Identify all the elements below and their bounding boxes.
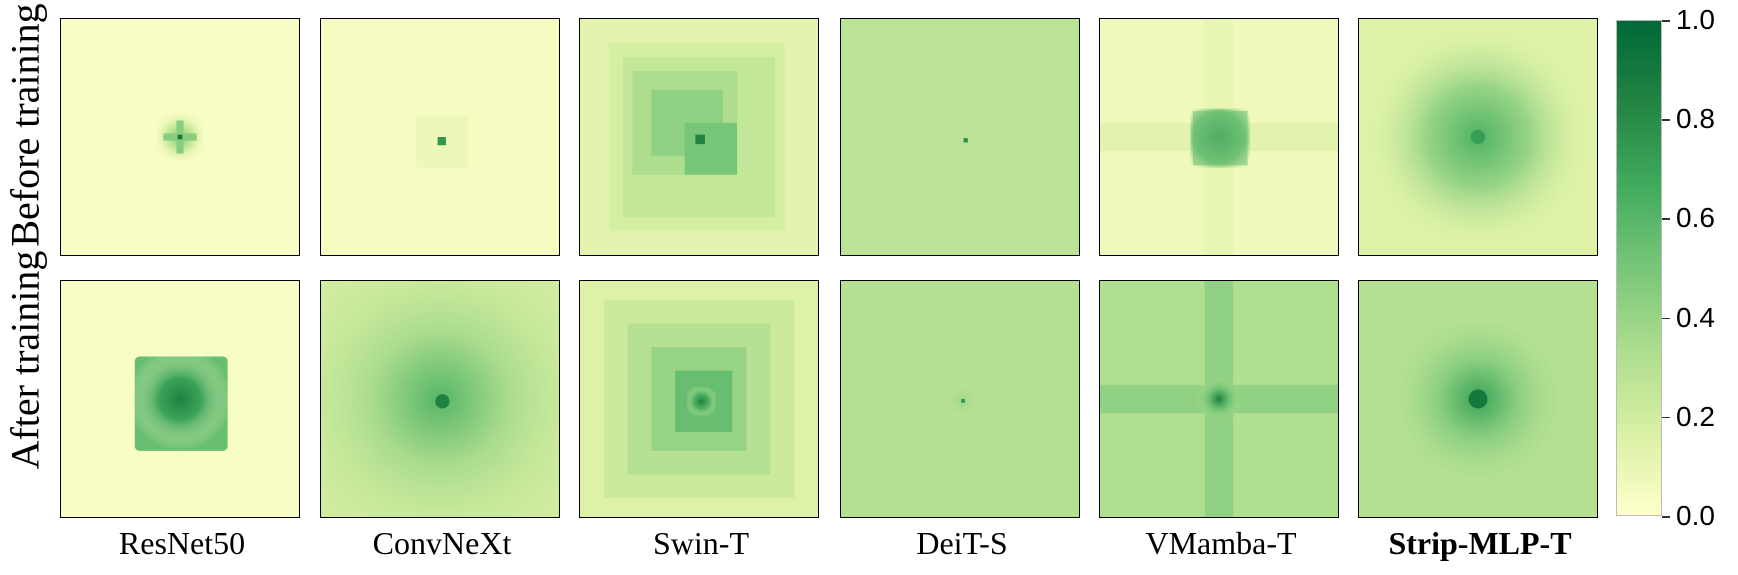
colorbar-tick-label: 0.2: [1676, 400, 1715, 432]
heatmap-image: [580, 19, 818, 255]
heatmap-peak: [1195, 375, 1243, 423]
heatmap-image: [1359, 19, 1597, 255]
heatmap-peak: [695, 134, 705, 145]
heatmap-panel: [1358, 18, 1598, 256]
column-label-deit-s: DeiT-S: [916, 525, 1008, 561]
colorbar-tick-mark: [1662, 119, 1670, 121]
heatmap-panel: [60, 18, 300, 256]
heatmap-image: [61, 19, 299, 255]
heatmap-peak: [963, 138, 968, 143]
colorbar-tick-label: 1.0: [1676, 4, 1715, 35]
heatmap-image: [61, 281, 299, 517]
heatmap-image: [1359, 281, 1597, 517]
heatmap-panel: [60, 280, 300, 518]
heatmap-panel: [840, 18, 1080, 256]
column-label-swin-t: Swin-T: [653, 525, 749, 561]
heatmap-panel: [1358, 280, 1598, 518]
heatmap-peak: [435, 394, 450, 409]
heatmap-peak: [1470, 129, 1486, 145]
heatmap-image: [321, 19, 559, 255]
heatmap-panel: [320, 18, 560, 256]
heatmap-image: [1100, 19, 1338, 255]
colorbar-tick-mark: [1662, 416, 1670, 419]
heatmap-panel: [579, 280, 819, 518]
colorbar-tick-mark: [1662, 516, 1670, 518]
row-label-before: Before training: [2, 3, 48, 247]
heatmap-panel: [1099, 280, 1339, 518]
heatmap-image: [580, 281, 818, 517]
column-label-resnet50: ResNet50: [118, 525, 246, 561]
heatmap-spread: [134, 356, 228, 451]
colorbar: [1616, 20, 1662, 516]
heatmap-peak: [1468, 389, 1488, 409]
row-label-after: After training: [2, 250, 48, 470]
colorbar-tick-label: 0.4: [1676, 301, 1715, 333]
column-label-vmamba-t: VMamba-T: [1145, 525, 1297, 561]
colorbar-tick-label: 0.6: [1676, 202, 1715, 234]
heatmap-image: [1100, 281, 1338, 517]
heatmap-peak: [437, 137, 446, 146]
heatmap-background: [841, 19, 1079, 255]
heatmap-block: [1192, 111, 1248, 166]
heatmap-panel: [320, 280, 560, 518]
heatmap-image: [841, 19, 1079, 255]
column-label-strip-mlp-t: Strip-MLP-T: [1388, 525, 1572, 561]
heatmap-peak: [177, 134, 183, 140]
column-label-convnext: ConvNeXt: [372, 525, 512, 561]
colorbar-tick-label: 0.0: [1676, 500, 1715, 531]
heatmap-peak: [961, 399, 965, 403]
heatmap-window: [684, 122, 738, 175]
heatmap-panel: [579, 18, 819, 256]
heatmap-peak: [687, 387, 716, 416]
heatmap-panel: [1099, 18, 1339, 256]
colorbar-tick-label: 0.8: [1676, 103, 1715, 135]
heatmap-image: [321, 281, 559, 517]
colorbar-tick-mark: [1662, 317, 1670, 320]
colorbar-tick-mark: [1662, 20, 1670, 22]
heatmap-panel: [840, 280, 1080, 518]
heatmap-image: [841, 281, 1079, 517]
colorbar-tick-mark: [1662, 218, 1670, 220]
